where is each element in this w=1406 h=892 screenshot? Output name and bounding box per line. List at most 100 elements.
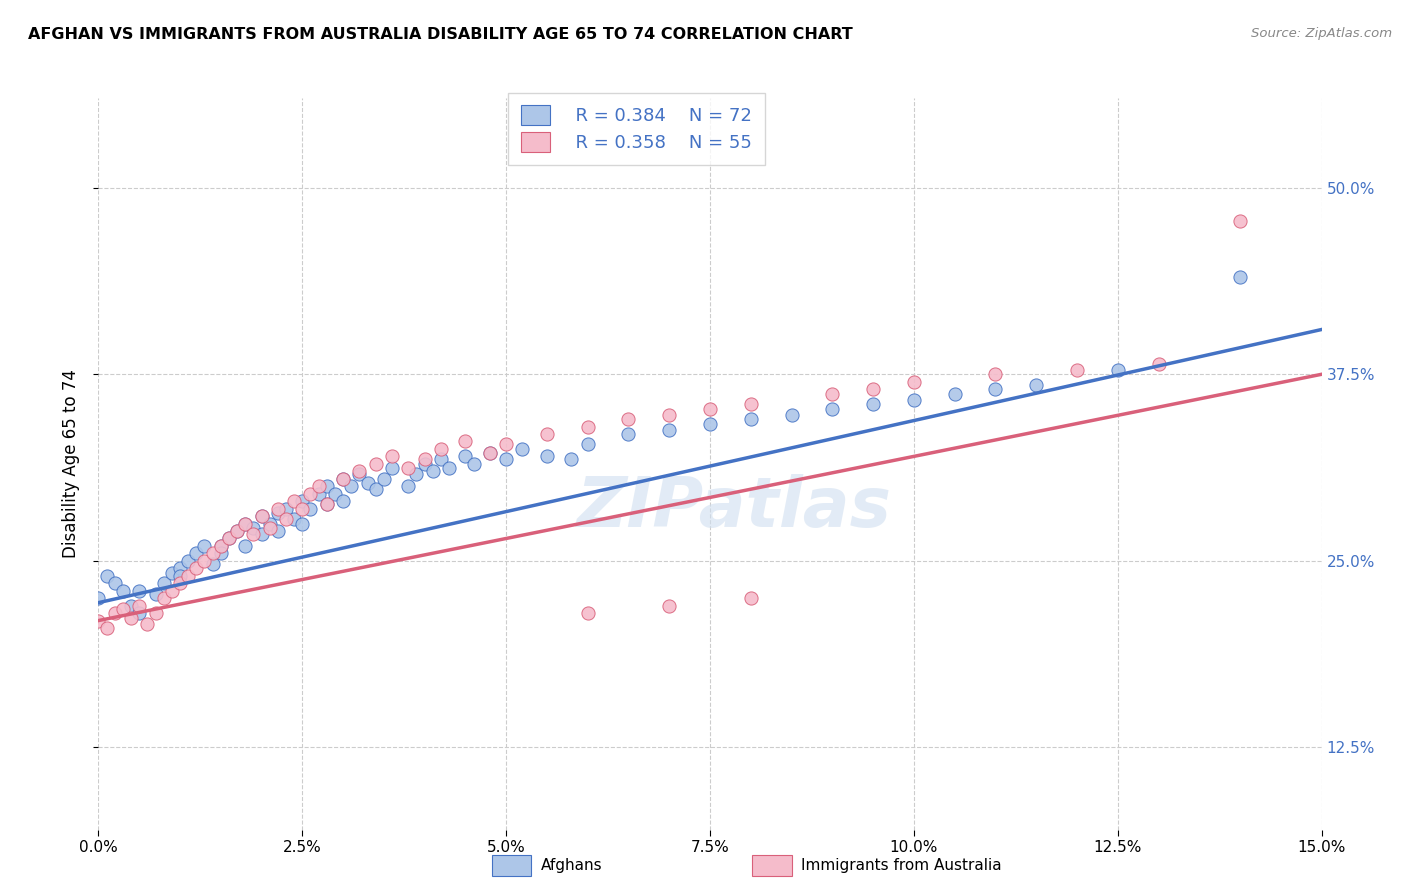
Point: [111, 601, 134, 615]
Point: [299, 486, 322, 500]
Point: [291, 516, 314, 531]
Point: [862, 397, 884, 411]
Point: [430, 442, 453, 456]
Point: [349, 464, 371, 478]
Point: [209, 539, 232, 553]
Point: [120, 610, 142, 624]
Point: [96, 569, 118, 583]
Point: [821, 386, 844, 401]
Point: [1229, 213, 1251, 227]
Point: [478, 446, 501, 460]
Point: [201, 557, 224, 571]
Text: ZIPatlas: ZIPatlas: [576, 475, 891, 541]
Point: [111, 583, 134, 598]
Point: [104, 606, 127, 620]
Point: [128, 606, 150, 620]
Point: [226, 524, 249, 538]
Point: [315, 497, 337, 511]
Point: [349, 467, 371, 482]
Point: [152, 576, 174, 591]
Point: [160, 583, 183, 598]
Point: [250, 509, 273, 524]
Point: [267, 506, 290, 520]
Point: [291, 494, 314, 508]
Point: [396, 461, 419, 475]
Point: [437, 461, 460, 475]
Point: [373, 472, 395, 486]
Point: [495, 437, 517, 451]
Point: [381, 461, 404, 475]
Point: [454, 434, 477, 449]
Point: [332, 472, 354, 486]
Point: [323, 486, 346, 500]
Point: [495, 452, 517, 467]
Point: [160, 566, 183, 580]
Point: [1107, 363, 1129, 377]
Point: [984, 368, 1007, 382]
Point: [96, 621, 118, 635]
Point: [617, 427, 640, 442]
Point: [120, 599, 142, 613]
Point: [145, 587, 167, 601]
Point: [536, 427, 558, 442]
Point: [169, 561, 191, 575]
Point: [250, 509, 273, 524]
Point: [250, 527, 273, 541]
Point: [128, 599, 150, 613]
Point: [396, 479, 419, 493]
Point: [536, 450, 558, 464]
Point: [283, 494, 305, 508]
Point: [259, 516, 281, 531]
Point: [128, 583, 150, 598]
Point: [169, 569, 191, 583]
Point: [1066, 363, 1088, 377]
Point: [186, 561, 208, 575]
Point: [381, 450, 404, 464]
Point: [699, 401, 721, 416]
Point: [576, 606, 599, 620]
Point: [430, 452, 453, 467]
Point: [283, 512, 305, 526]
Point: [193, 554, 215, 568]
Point: [560, 452, 582, 467]
FancyBboxPatch shape: [752, 855, 792, 876]
Point: [267, 524, 290, 538]
Text: Afghans: Afghans: [541, 858, 603, 872]
Point: [364, 482, 387, 496]
Point: [186, 546, 208, 560]
Point: [658, 599, 681, 613]
Point: [299, 501, 322, 516]
Point: [413, 457, 436, 471]
Point: [1025, 377, 1047, 392]
Point: [340, 479, 363, 493]
Point: [87, 614, 110, 628]
Point: [274, 512, 297, 526]
Point: [1229, 270, 1251, 285]
Point: [405, 467, 427, 482]
Point: [984, 382, 1007, 396]
Text: AFGHAN VS IMMIGRANTS FROM AUSTRALIA DISABILITY AGE 65 TO 74 CORRELATION CHART: AFGHAN VS IMMIGRANTS FROM AUSTRALIA DISA…: [28, 27, 853, 42]
Point: [242, 527, 264, 541]
Point: [903, 375, 925, 389]
Point: [209, 546, 232, 560]
Point: [218, 532, 240, 546]
Point: [356, 476, 378, 491]
Point: [201, 546, 224, 560]
Point: [332, 494, 354, 508]
Point: [308, 479, 330, 493]
Point: [780, 408, 803, 422]
Point: [740, 397, 762, 411]
Point: [267, 501, 290, 516]
Point: [193, 539, 215, 553]
FancyBboxPatch shape: [492, 855, 531, 876]
Point: [291, 501, 314, 516]
Point: [104, 576, 127, 591]
Point: [512, 442, 534, 456]
Point: [332, 472, 354, 486]
Point: [233, 516, 256, 531]
Text: Immigrants from Australia: Immigrants from Australia: [801, 858, 1002, 872]
Point: [740, 412, 762, 426]
Point: [576, 437, 599, 451]
Point: [454, 450, 477, 464]
Point: [943, 386, 966, 401]
